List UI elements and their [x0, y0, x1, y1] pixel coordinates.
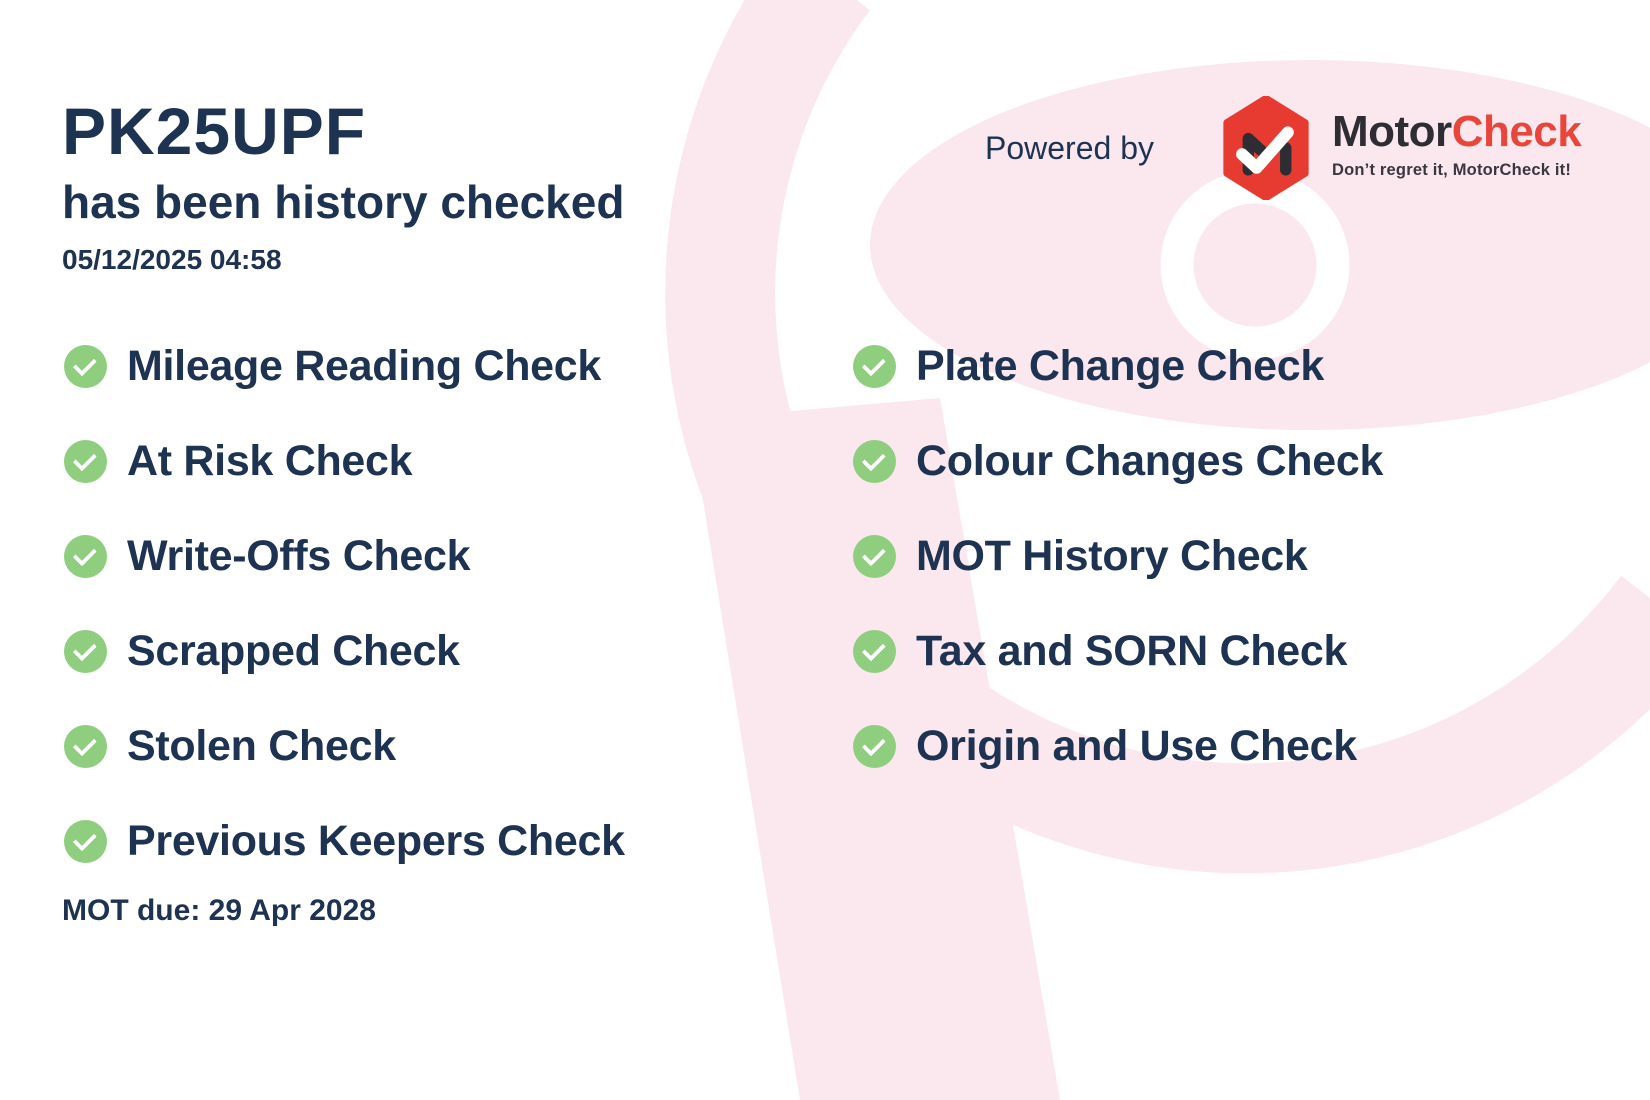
check-item-label: Stolen Check — [127, 721, 396, 770]
check-item: Previous Keepers Check — [64, 817, 625, 865]
tick-glyph — [861, 731, 886, 756]
check-item: Tax and SORN Check — [853, 627, 1347, 675]
check-icon — [64, 534, 107, 578]
check-icon — [853, 724, 896, 768]
check-icon — [853, 439, 896, 483]
check-item-label: Write-Offs Check — [127, 531, 471, 580]
check-item-label: At Risk Check — [127, 436, 413, 485]
tick-glyph — [861, 636, 886, 661]
check-item: Colour Changes Check — [853, 437, 1383, 485]
tick-glyph — [72, 541, 97, 566]
brand-name-check: Check — [1451, 107, 1582, 156]
check-item: At Risk Check — [64, 436, 413, 485]
check-item-label: Colour Changes Check — [916, 436, 1384, 485]
check-item-label: Previous Keepers Check — [127, 816, 625, 865]
check-item: Write-Offs Check — [64, 531, 471, 580]
tick-glyph — [72, 636, 97, 661]
check-item-label: Scrapped Check — [127, 626, 460, 675]
check-icon — [64, 344, 107, 388]
tick-glyph — [72, 446, 97, 471]
page-title: has been history checked — [62, 176, 625, 228]
check-icon — [64, 439, 107, 483]
check-icon — [64, 819, 107, 863]
mot-due-label: MOT due: 29 Apr 2028 — [62, 894, 376, 927]
check-item: Mileage Reading Check — [64, 342, 601, 390]
check-icon — [853, 344, 896, 388]
tick-glyph — [861, 446, 886, 471]
tick-glyph — [861, 541, 886, 566]
check-item: MOT History Check — [853, 532, 1308, 580]
check-item: Stolen Check — [64, 722, 396, 770]
vehicle-registration: PK25UPF — [62, 94, 367, 168]
check-timestamp: 05/12/2025 04:58 — [62, 244, 282, 275]
tick-glyph — [72, 826, 97, 851]
check-icon — [853, 629, 896, 673]
check-item: Plate Change Check — [853, 342, 1324, 390]
tick-glyph — [861, 351, 886, 376]
brand-tagline: Don’t regret it, MotorCheck it! — [1332, 161, 1572, 179]
check-item-label: Tax and SORN Check — [916, 626, 1348, 675]
powered-by-label: Powered by — [985, 130, 1154, 166]
check-item-label: Plate Change Check — [916, 341, 1325, 390]
tick-glyph — [72, 731, 97, 756]
tick-glyph — [72, 351, 97, 376]
title-block: PK25UPF has been history checked 05/12/2… — [62, 98, 624, 276]
check-icon — [64, 724, 107, 768]
check-icon — [64, 629, 107, 673]
check-item: Origin and Use Check — [853, 722, 1357, 770]
check-item-label: Mileage Reading Check — [127, 341, 602, 390]
check-icon — [853, 534, 896, 578]
check-item-label: Origin and Use Check — [916, 721, 1357, 770]
brand-name: MotorCheck — [1332, 107, 1582, 156]
brand-lockup: MotorCheck Don’t regret it, MotorCheck i… — [1332, 107, 1582, 180]
brand-name-motor: Motor — [1332, 107, 1452, 156]
check-item: Scrapped Check — [64, 627, 460, 675]
motorcheck-logo-icon — [1223, 96, 1309, 200]
check-item-label: MOT History Check — [916, 531, 1308, 580]
